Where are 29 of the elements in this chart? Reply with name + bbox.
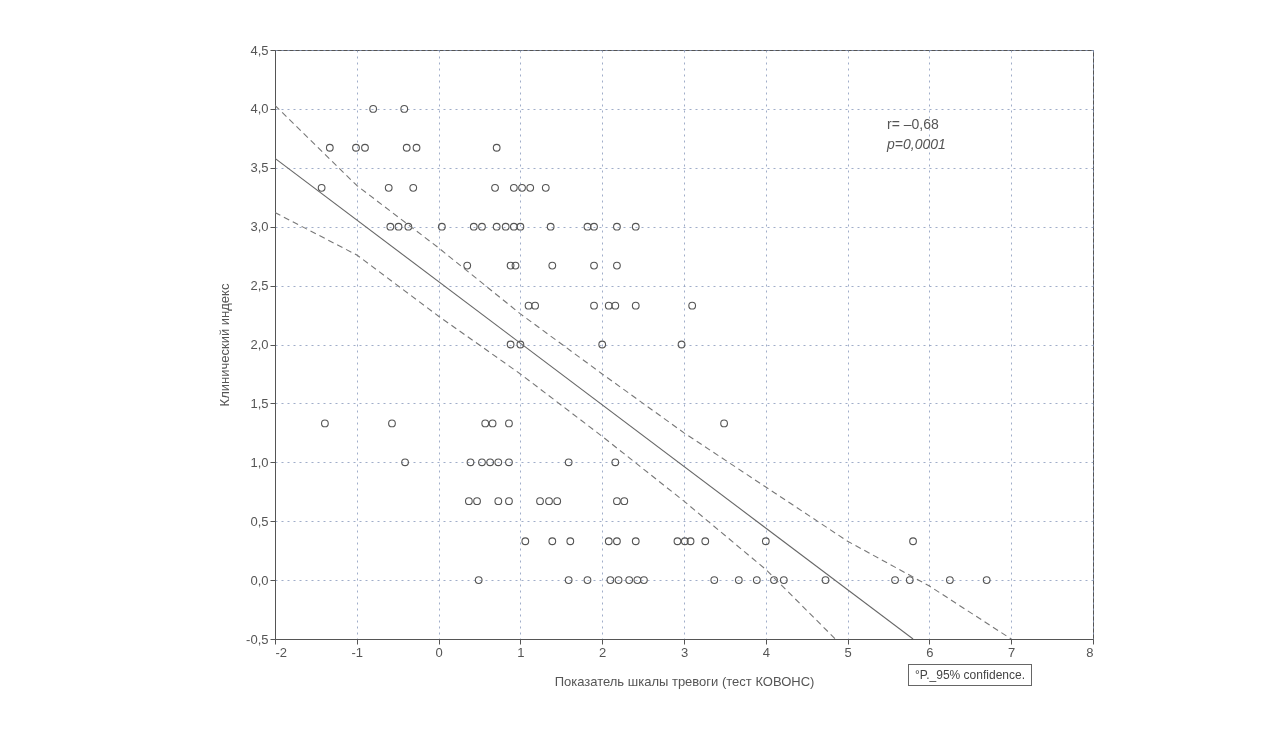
y-tick-label: 1,5 [250, 395, 269, 411]
y-tick-label: -0,5 [246, 631, 269, 647]
line-series [275, 104, 1012, 639]
x-tick-label: 7 [1008, 644, 1016, 660]
x-tick-label: -2 [275, 644, 288, 660]
y-tick-label: 0,0 [250, 572, 269, 588]
x-tick-label: 3 [680, 644, 689, 660]
x-axis-title: Показатель шкалы тревоги (тест КОВОНС) [554, 673, 815, 689]
y-tick-label: 1,0 [250, 454, 269, 470]
y-tick-label: 3,5 [250, 160, 269, 176]
y-tick-label: 0,5 [250, 513, 269, 529]
y-tick-label: 4,0 [250, 101, 269, 117]
x-tick-label: 2 [599, 644, 607, 660]
line-series [275, 212, 836, 639]
y-tick-label: 2,0 [250, 337, 269, 352]
annotation: r= –0,68 [887, 116, 939, 132]
x-tick-label: 4 [762, 644, 770, 660]
x-tick-label: 1 [517, 644, 525, 660]
x-tick-label: 5 [844, 644, 852, 660]
annotation: p=0,0001 [886, 136, 946, 152]
x-tick-label: -1 [351, 644, 364, 660]
x-tick-label: 0 [435, 644, 443, 660]
x-tick-label: 8 [1086, 644, 1094, 660]
text: °P._95% confidence. [908, 664, 1032, 686]
x-tick-label: 6 [926, 644, 934, 660]
y-tick-label: 2,5 [250, 278, 269, 294]
y-tick-label: 4,5 [250, 42, 269, 58]
y-axis-title: Клинический индекс [217, 283, 233, 407]
y-tick-label: 3,0 [250, 219, 269, 235]
